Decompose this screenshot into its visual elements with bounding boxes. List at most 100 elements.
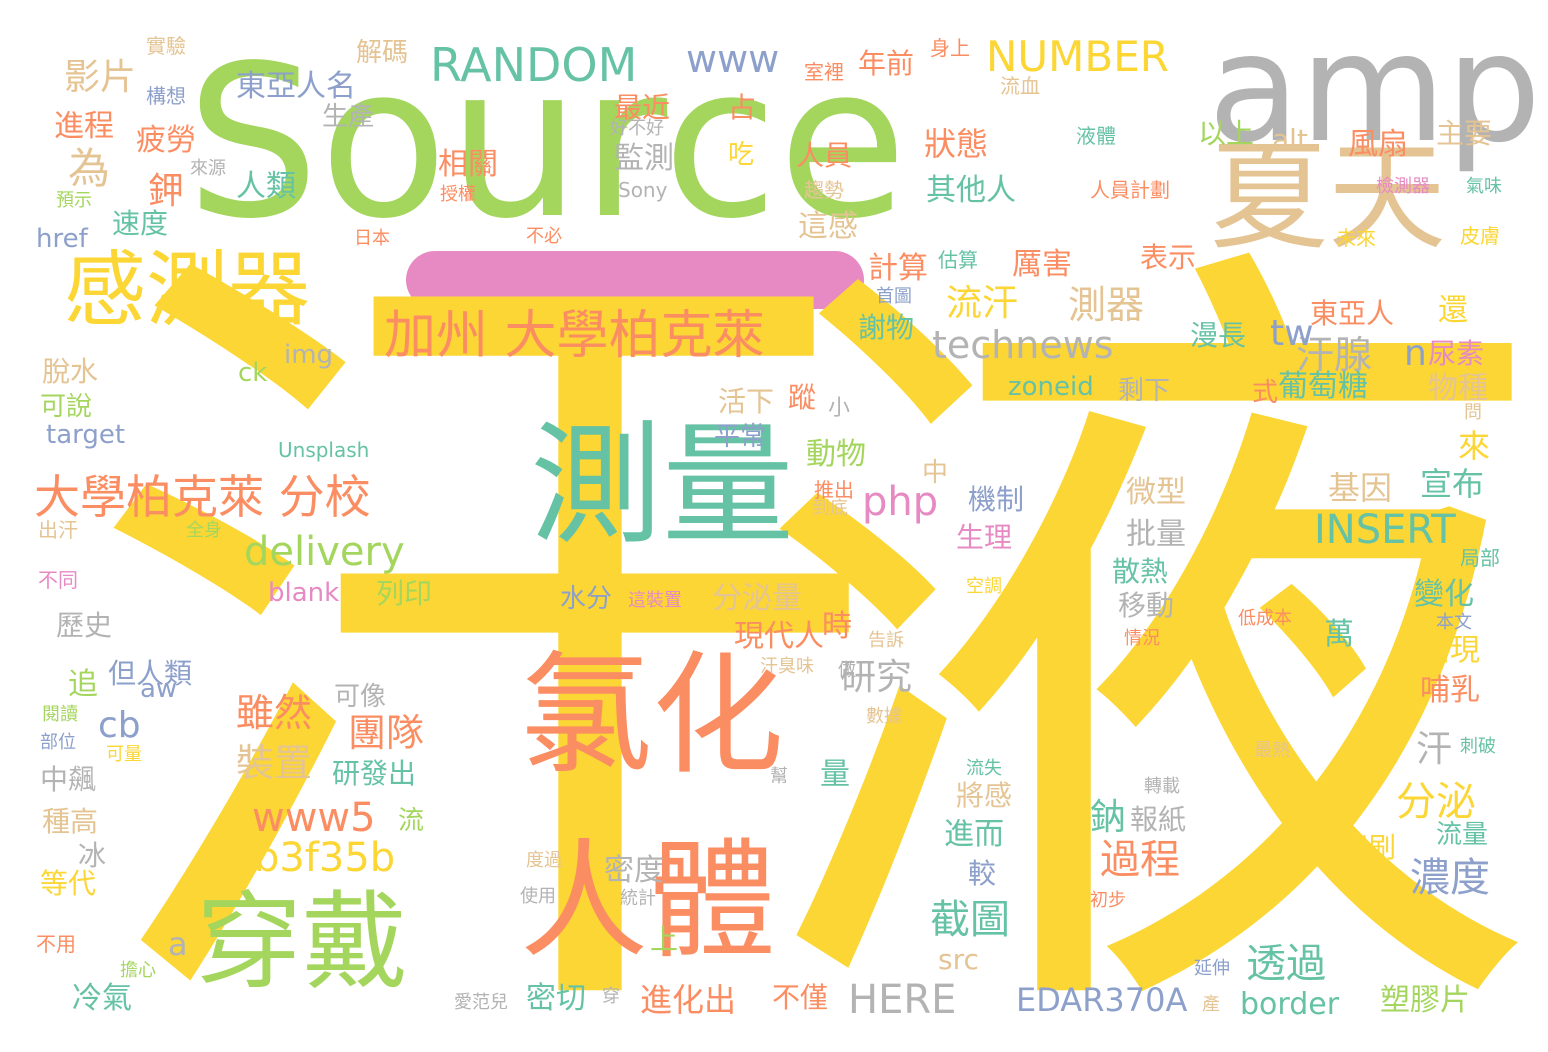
word-104: 冰 <box>78 839 107 872</box>
word-37: 最近 <box>614 91 671 124</box>
word-123: src <box>938 943 979 976</box>
word-15: RANDOM <box>430 38 638 92</box>
word-137: 室裡 <box>804 60 844 84</box>
word-49: 主要 <box>1436 117 1493 150</box>
word-120: 變化 <box>1414 577 1474 612</box>
word-149: 預示 <box>56 190 92 211</box>
word-18: technews <box>932 323 1114 367</box>
word-121: 哺乳 <box>1420 673 1480 708</box>
word-50: 風扇 <box>1348 127 1408 162</box>
word-0: 汗 <box>80 184 880 1052</box>
word-53: 表示 <box>1140 241 1197 274</box>
word-65: 剩下 <box>1118 376 1171 406</box>
word-88: 列印 <box>376 577 433 610</box>
word-146: 人員計劃 <box>1090 178 1170 202</box>
word-60: ck <box>238 358 268 388</box>
word-138: 身上 <box>930 36 970 60</box>
word-161: 推出 <box>814 478 854 502</box>
word-112: 鈉 <box>1090 797 1127 838</box>
word-35: href <box>36 224 88 254</box>
word-21: HERE <box>848 977 957 1023</box>
word-115: 汗 <box>1416 729 1453 770</box>
word-44: 年前 <box>858 47 915 80</box>
word-182: 度過 <box>526 850 562 871</box>
word-19: INSERT <box>1314 507 1456 553</box>
word-39: 相關 <box>438 147 498 182</box>
word-101: 追 <box>68 667 98 702</box>
word-100: cb <box>98 705 141 746</box>
word-159: 出汗 <box>38 518 78 542</box>
word-74: 活下 <box>718 385 775 418</box>
word-58: 謝物 <box>858 311 915 344</box>
word-56: 東亞人 <box>1310 297 1395 330</box>
word-136: 構想 <box>146 84 186 108</box>
word-124: 透過 <box>1246 941 1326 987</box>
word-12: delivery <box>244 529 405 575</box>
word-57: 還 <box>1438 293 1468 328</box>
word-171: 汗臭味 <box>760 656 814 677</box>
word-82: 批量 <box>1126 517 1186 552</box>
word-31: 人類 <box>236 169 296 204</box>
word-181: 轉載 <box>1144 776 1180 797</box>
word-92: 研究 <box>840 657 913 698</box>
word-90: 現代人 <box>734 619 824 654</box>
word-113: 報紙 <box>1130 803 1187 836</box>
word-148: 氣味 <box>1466 176 1502 197</box>
word-154: 估算 <box>938 248 978 272</box>
word-7: 人體 <box>520 827 777 976</box>
word-54: 漫長 <box>1190 319 1247 352</box>
word-179: 幫 <box>770 766 788 787</box>
word-109: 進而 <box>944 817 1004 852</box>
word-41: 占 <box>728 91 757 124</box>
word-22: EDAR370A <box>1016 981 1188 1019</box>
word-132: 塑膠片 <box>1380 983 1470 1018</box>
word-1: 液 <box>746 184 1546 1052</box>
word-157: 小 <box>828 396 851 421</box>
word-128: 不僅 <box>772 981 829 1014</box>
word-55: tw <box>1270 313 1314 354</box>
word-59: img <box>284 340 334 370</box>
word-6: 測量 <box>530 409 794 563</box>
word-151: 不必 <box>526 226 562 247</box>
word-102: 中飆 <box>40 763 97 796</box>
word-162: 到底 <box>812 498 848 519</box>
word-166: 這裝置 <box>628 590 682 611</box>
word-99: 研發出 <box>332 757 417 790</box>
word-72: 宣布 <box>1420 465 1485 503</box>
word-103: 種高 <box>42 805 99 838</box>
word-85: 水分 <box>560 584 613 614</box>
word-191: 產 <box>1202 994 1220 1015</box>
word-129: 密切 <box>526 981 586 1016</box>
word-145: 趨勢 <box>804 178 844 202</box>
word-141: 液體 <box>1076 124 1116 148</box>
word-184: 統計 <box>620 888 656 909</box>
word-168: 本文 <box>1436 612 1472 633</box>
word-188: 延伸 <box>1194 958 1230 979</box>
word-5: 氯化 <box>520 639 784 793</box>
word-29: 解碼 <box>356 38 409 68</box>
word-176: 可量 <box>106 744 142 765</box>
word-66: n <box>1404 333 1427 374</box>
word-111: 密度 <box>604 853 664 888</box>
word-45: 狀態 <box>924 125 989 163</box>
word-73: 基因 <box>1328 469 1393 507</box>
word-155: 首圖 <box>876 286 912 307</box>
word-34: 速度 <box>112 207 169 240</box>
highlight-bar <box>406 251 864 309</box>
word-117: 濃度 <box>1410 855 1490 901</box>
word-94: aw <box>140 674 178 704</box>
word-83: 散熱 <box>1112 555 1169 588</box>
word-142: 來源 <box>190 158 226 179</box>
word-177: 最熱 <box>1254 740 1290 761</box>
word-32: 為 <box>68 144 111 193</box>
word-47: 以上 <box>1198 117 1255 150</box>
word-24: 測器 <box>1068 283 1145 327</box>
word-143: 授權 <box>440 184 476 205</box>
word-119: 出現 <box>1420 633 1480 668</box>
word-164: 局部 <box>1460 546 1500 570</box>
word-20: php <box>862 479 939 525</box>
word-9: 感測器 <box>64 243 311 338</box>
word-52: 厲害 <box>1012 247 1072 282</box>
word-180: 流失 <box>966 758 1002 779</box>
